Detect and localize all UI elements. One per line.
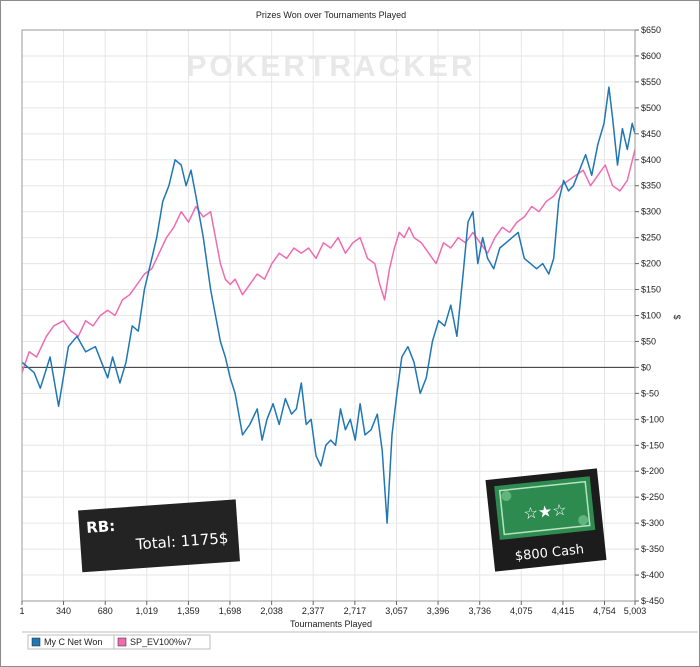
- y-tick-label: $600: [641, 51, 661, 61]
- y-tick-label: $-100: [641, 414, 664, 424]
- x-tick-label: 3,396: [427, 606, 450, 616]
- x-tick-label: 680: [98, 606, 113, 616]
- x-tick-label: 1,359: [177, 606, 200, 616]
- y-tick-label: $-150: [641, 440, 664, 450]
- y-axis: $650 $600 $550 $500 $450 $400 $350 $300 $250 $200…: [635, 25, 664, 606]
- x-tick-label: 3,057: [385, 606, 408, 616]
- cash-badge: ☆★☆ $800 Cash: [485, 468, 607, 572]
- chart-title: Prizes Won over Tournaments Played: [256, 10, 406, 20]
- x-tick-label: 3,736: [468, 606, 491, 616]
- y-tick-label: $-50: [641, 388, 659, 398]
- x-tick-label: 1: [19, 606, 24, 616]
- y-tick-label: $-200: [641, 466, 664, 476]
- legend-label-net-won: My C Net Won: [44, 637, 102, 647]
- y-tick-label: $200: [641, 259, 661, 269]
- y-tick-label: $400: [641, 155, 661, 165]
- x-tick-label: 5,003: [624, 606, 647, 616]
- y-tick-label: $450: [641, 129, 661, 139]
- y-tick-label: $-300: [641, 518, 664, 528]
- x-tick-label: 2,038: [260, 606, 283, 616]
- x-axis: 1 340 680 1,019 1,359 1,698 2,038 2,377 2,717 3,0…: [19, 601, 646, 616]
- y-tick-label: $500: [641, 103, 661, 113]
- x-tick-label: 2,717: [344, 606, 367, 616]
- x-tick-label: 4,415: [552, 606, 575, 616]
- y-tick-label: $150: [641, 285, 661, 295]
- y-tick-label: $350: [641, 181, 661, 191]
- rakeback-box: [78, 499, 240, 573]
- x-tick-label: 2,377: [302, 606, 325, 616]
- x-tick-label: 4,754: [593, 606, 616, 616]
- y-tick-label: $0: [641, 362, 651, 372]
- cash-badge-label: $800 Cash: [514, 542, 584, 564]
- y-tick-label: $50: [641, 336, 656, 346]
- y-tick-label: $-450: [641, 596, 664, 606]
- legend-label-ev: SP_EV100%v7: [130, 637, 192, 647]
- y-tick-label: $100: [641, 311, 661, 321]
- series-line-net-won: [21, 86, 636, 524]
- rakeback-overlay: RB: Total: 1175$: [78, 499, 240, 573]
- y-tick-label: $300: [641, 207, 661, 217]
- y-tick-label: $250: [641, 233, 661, 243]
- cash-note-icon: [494, 476, 596, 540]
- y-tick-label: $-400: [641, 570, 664, 580]
- series-line-ev: [21, 149, 636, 373]
- x-tick-label: 1,698: [219, 606, 242, 616]
- legend-swatch-net-won: [31, 637, 41, 647]
- star-icon: ☆★☆: [523, 500, 568, 523]
- cash-note-corner: [501, 491, 512, 502]
- x-tick-label: 340: [56, 606, 71, 616]
- y-axis-title: $: [672, 314, 682, 319]
- cash-note-corner: [578, 515, 589, 526]
- rakeback-label: RB:: [86, 517, 116, 537]
- cash-note-inner: [498, 480, 591, 536]
- series-layer: [21, 86, 636, 524]
- legend: My C Net Won SP_EV100%v7: [22, 631, 698, 650]
- legend-swatch-ev: [117, 637, 127, 647]
- y-tick-label: $-250: [641, 492, 664, 502]
- y-tick-label: $550: [641, 77, 661, 87]
- x-axis-title: Tournaments Played: [290, 619, 372, 629]
- x-tick-label: 4,075: [510, 606, 533, 616]
- legend-item-ev[interactable]: [113, 634, 211, 650]
- y-tick-label: $650: [641, 25, 661, 35]
- y-tick-label: $-350: [641, 544, 664, 554]
- x-tick-label: 1,019: [135, 606, 158, 616]
